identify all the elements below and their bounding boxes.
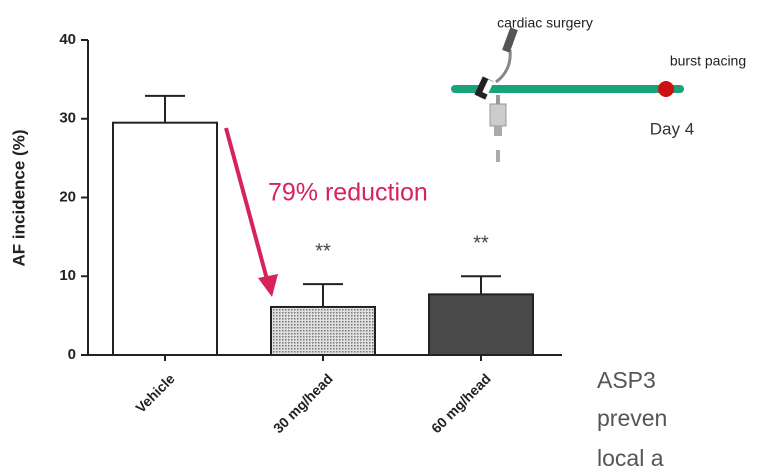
- x-tick-label: 30 mg/head: [270, 370, 336, 436]
- body-text: preven: [597, 405, 667, 431]
- y-axis-label: AF incidence (%): [9, 130, 28, 267]
- day-label: Day 4: [650, 119, 694, 138]
- x-tick-label: Vehicle: [132, 370, 178, 416]
- chart: AF incidence (%) cardiac surgery burst p…: [0, 0, 767, 475]
- body-text: ASP3: [597, 367, 656, 393]
- significance-label: **: [315, 240, 331, 262]
- reduction-arrowhead: [258, 274, 278, 297]
- significance-label: **: [473, 233, 489, 255]
- y-tick-label: 40: [59, 31, 76, 48]
- y-tick-label: 20: [59, 188, 76, 205]
- pacing-label: burst pacing: [670, 53, 746, 69]
- y-tick-label: 0: [68, 346, 76, 363]
- y-tick-label: 10: [59, 267, 76, 284]
- surgery-label: cardiac surgery: [497, 15, 593, 31]
- timeline-inset: [455, 27, 680, 162]
- bar: [271, 307, 375, 355]
- annotation: 79% reduction: [268, 179, 428, 207]
- bar: [429, 294, 533, 355]
- x-tick-label: 60 mg/head: [428, 370, 494, 436]
- bar: [113, 123, 217, 355]
- body-text: local a: [597, 445, 664, 471]
- y-tick-label: 30: [59, 110, 76, 127]
- reduction-arrow: [226, 128, 268, 283]
